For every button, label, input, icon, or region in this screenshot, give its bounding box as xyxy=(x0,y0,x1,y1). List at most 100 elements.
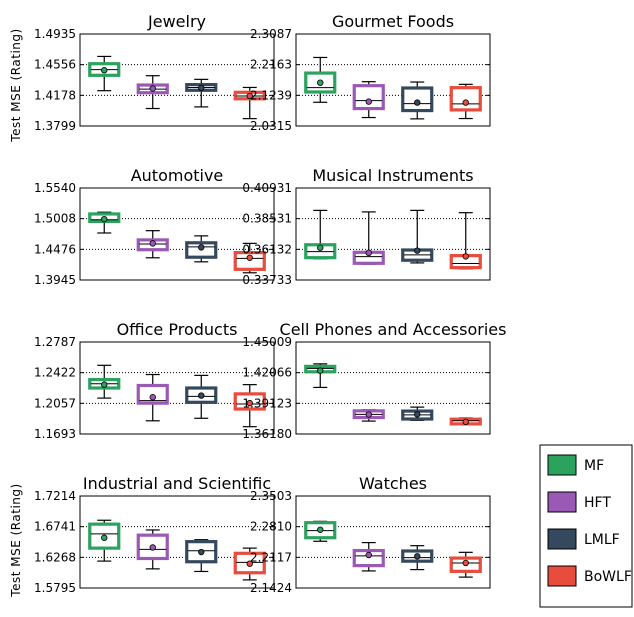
legend-label: MF xyxy=(584,458,604,474)
tick-label: 1.7214 xyxy=(34,489,76,503)
mean-marker xyxy=(365,551,372,559)
tick-label: 1.39123 xyxy=(242,396,292,410)
box-bowlf xyxy=(233,242,266,274)
tick-label: 2.0315 xyxy=(250,119,292,133)
box-hft xyxy=(352,81,385,119)
legend-label: BoWLF xyxy=(584,569,632,585)
box-mf xyxy=(88,519,121,562)
mean-marker xyxy=(365,98,372,105)
box-lmlf xyxy=(401,209,434,264)
box-bowlf xyxy=(233,86,266,120)
chart-panel: Jewelry 1.4935 1.4556 1.4178 1.3799 xyxy=(34,12,275,133)
plot-frame xyxy=(295,341,491,435)
legend: MF HFT LMLF BoWLF xyxy=(539,444,633,608)
tick-label: 1.42066 xyxy=(242,366,292,380)
mean-marker xyxy=(365,249,372,257)
chart-title: Watches xyxy=(359,474,427,493)
box-hft xyxy=(352,211,385,265)
box-bowlf xyxy=(449,83,482,120)
plot-frame xyxy=(295,33,491,127)
box-hft xyxy=(352,409,385,422)
tick-label: 1.6268 xyxy=(34,550,76,564)
tick-label: 1.5008 xyxy=(34,212,76,226)
box-lmlf xyxy=(401,545,434,571)
box-mf xyxy=(304,209,337,260)
box-lmlf xyxy=(401,81,434,120)
legend-item-lmlf: LMLF xyxy=(547,528,620,550)
mean-marker xyxy=(462,253,469,260)
box-bowlf xyxy=(233,547,266,581)
tick-label: 2.3503 xyxy=(250,489,292,503)
legend-item-mf: MF xyxy=(547,454,604,476)
mean-marker xyxy=(101,215,108,223)
box-mf xyxy=(304,56,337,103)
box-body xyxy=(352,84,385,111)
tick-label: 0.40931 xyxy=(242,181,292,195)
tick-label: 1.6741 xyxy=(34,520,76,534)
chart-panel: Automotive 1.5540 1.5008 1.4476 1.3945 xyxy=(34,166,275,287)
box-mf xyxy=(304,363,337,389)
box-bowlf xyxy=(233,384,266,428)
tick-label: 1.5795 xyxy=(34,581,76,595)
box-lmlf xyxy=(185,539,218,573)
tick-label: 1.4556 xyxy=(34,58,76,72)
mean-marker xyxy=(246,92,253,100)
box-lmlf xyxy=(401,406,434,421)
mean-marker xyxy=(101,67,108,74)
chart-panel: Gourmet Foods 2.3087 2.2163 2.1239 2.0315 xyxy=(250,12,491,133)
legend-item-bowlf: BoWLF xyxy=(547,565,632,587)
tick-label: 1.4935 xyxy=(34,27,76,41)
tick-label: 1.4178 xyxy=(34,88,76,102)
legend-swatch xyxy=(547,491,577,513)
mean-marker xyxy=(246,560,253,567)
chart-title: Musical Instruments xyxy=(312,166,473,185)
mean-marker xyxy=(414,99,421,106)
box-mf xyxy=(88,364,121,399)
mean-marker xyxy=(317,79,324,86)
box-lmlf xyxy=(185,78,218,108)
mean-marker xyxy=(149,240,156,247)
mean-marker xyxy=(149,394,156,401)
chart-title: Office Products xyxy=(117,320,238,339)
mean-marker xyxy=(101,381,108,388)
legend-label: HFT xyxy=(584,495,611,511)
mean-marker xyxy=(198,244,205,251)
box-bowlf xyxy=(449,551,482,578)
mean-marker xyxy=(414,411,421,418)
box-hft xyxy=(136,373,169,422)
legend-swatch xyxy=(547,454,577,476)
mean-marker xyxy=(462,559,469,567)
chart-panel: Office Products 1.2787 1.2422 1.2057 1.1693 xyxy=(34,320,275,441)
chart-title: Automotive xyxy=(131,166,224,185)
tick-label: 2.2810 xyxy=(250,520,292,534)
plot-frame xyxy=(295,187,491,281)
tick-label: 2.2117 xyxy=(250,550,292,564)
chart-panel: Watches 2.3503 2.2810 2.2117 2.1424 xyxy=(250,474,491,595)
plot-frame xyxy=(79,187,275,281)
box-mf xyxy=(304,520,337,542)
tick-label: 1.2422 xyxy=(34,366,76,380)
mean-marker xyxy=(246,254,253,261)
box-bowlf xyxy=(449,212,482,270)
mean-marker xyxy=(317,244,324,251)
plot-frame xyxy=(79,495,275,589)
tick-label: 1.45009 xyxy=(242,335,292,349)
mean-marker xyxy=(414,247,421,254)
box-body xyxy=(449,86,482,112)
tick-label: 2.1424 xyxy=(250,581,292,595)
mean-marker xyxy=(317,367,324,374)
plot-frame xyxy=(295,495,491,589)
box-hft xyxy=(136,230,169,259)
tick-label: 1.4476 xyxy=(34,242,76,256)
plot-frame xyxy=(79,33,275,127)
mean-marker xyxy=(317,526,324,533)
legend-label: LMLF xyxy=(584,532,620,548)
chart-title: Cell Phones and Accessories xyxy=(280,320,507,339)
tick-label: 2.3087 xyxy=(250,27,292,41)
legend-item-hft: HFT xyxy=(547,491,611,513)
mean-marker xyxy=(365,411,372,418)
box-hft xyxy=(352,541,385,572)
mean-marker xyxy=(198,84,205,92)
box-bowlf xyxy=(449,417,482,426)
